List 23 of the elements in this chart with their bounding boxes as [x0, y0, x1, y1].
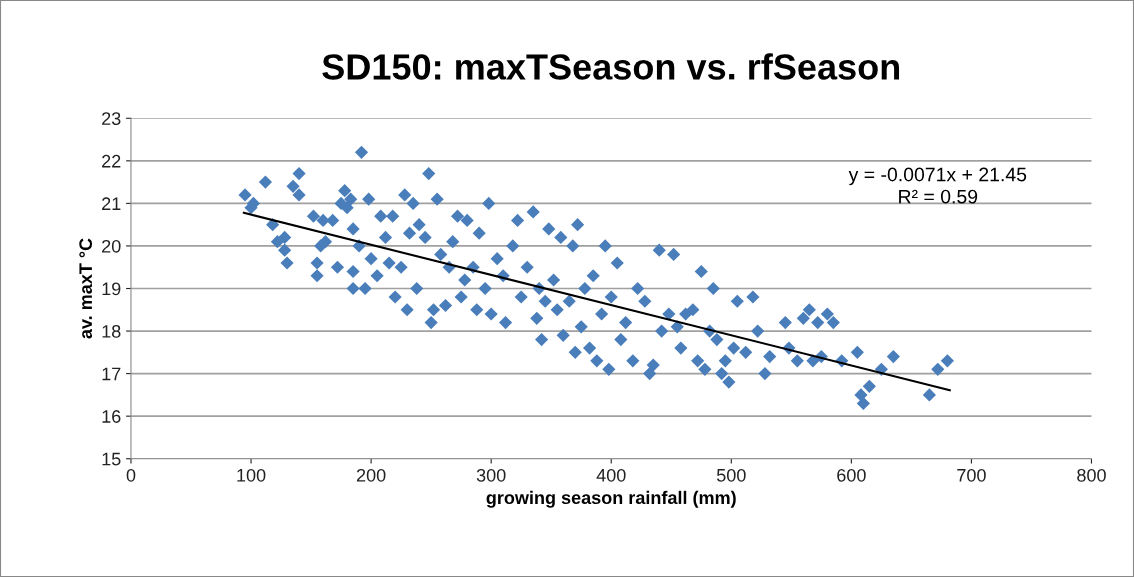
y-tick-label: 23 — [102, 112, 121, 126]
x-tick-label: 700 — [957, 468, 986, 482]
y-tick-label: 18 — [102, 324, 121, 338]
x-tick-label: 600 — [837, 468, 866, 482]
y-tick-label: 15 — [102, 452, 121, 466]
x-tick-label: 300 — [476, 468, 506, 482]
x-tick-label: 100 — [237, 468, 266, 482]
x-axis-title: growing season rainfall (mm) — [486, 490, 736, 508]
chart-title: SD150: maxTSeason vs. rfSeason — [322, 53, 900, 80]
x-tick-label: 200 — [356, 468, 386, 482]
x-tick-label: 0 — [126, 468, 136, 482]
y-tick-label: 16 — [102, 410, 121, 423]
annotation: R² = 0.59 — [899, 189, 978, 204]
y-tick-label: 19 — [102, 282, 121, 296]
y-axis-title: av. maxT °C — [79, 238, 93, 339]
x-tick-label: 800 — [1077, 468, 1106, 482]
y-tick-label: 20 — [102, 239, 121, 253]
annotation: y = -0.0071x + 21.45 — [848, 167, 1027, 186]
y-tick-label: 21 — [102, 197, 121, 210]
x-tick-label: 400 — [596, 468, 626, 482]
x-tick-label: 500 — [716, 468, 746, 482]
y-tick-label: 22 — [102, 154, 121, 168]
y-tick-label: 17 — [102, 367, 121, 381]
